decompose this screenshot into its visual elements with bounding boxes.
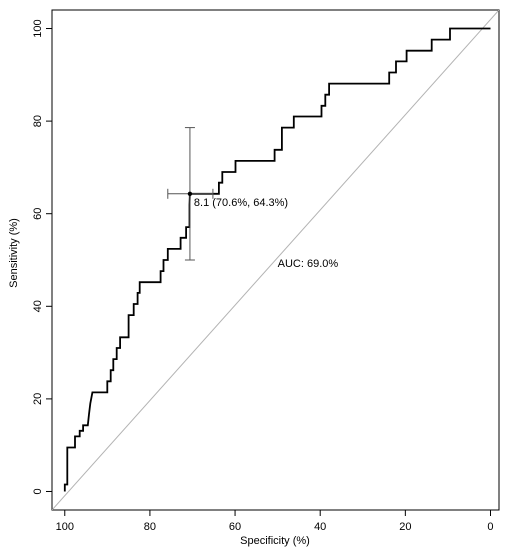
- threshold-point-marker: [187, 191, 193, 196]
- y-tick-label: 20: [32, 393, 44, 405]
- threshold-label: 8.1 (70.6%, 64.3%): [194, 197, 288, 209]
- y-tick-label: 80: [32, 115, 44, 127]
- x-axis-title: Specificity (%): [240, 535, 310, 547]
- y-axis: 0 20 40 60 80 100: [32, 19, 53, 495]
- y-axis-title: Sensitivity (%): [8, 218, 20, 288]
- x-tick-label: 100: [56, 521, 74, 533]
- auc-label: AUC: 69.0%: [278, 258, 339, 270]
- x-tick-label: 0: [487, 521, 493, 533]
- x-tick-label: 60: [229, 521, 241, 533]
- x-tick-label: 20: [399, 521, 411, 533]
- roc-curve-group: [63, 27, 491, 492]
- y-tick-label: 100: [32, 19, 44, 37]
- x-tick-label: 80: [144, 521, 156, 533]
- y-tick-label: 40: [32, 300, 44, 312]
- reference-diagonal-line: [52, 10, 499, 510]
- confidence-interval-group: [167, 127, 214, 261]
- x-axis: 100 80 60 40 20 0: [56, 509, 494, 533]
- y-tick-label: 0: [32, 488, 44, 494]
- reference-diagonal-group: [52, 10, 499, 510]
- x-tick-label: 40: [314, 521, 326, 533]
- roc-curve-line: [63, 27, 491, 492]
- y-tick-label: 60: [32, 208, 44, 220]
